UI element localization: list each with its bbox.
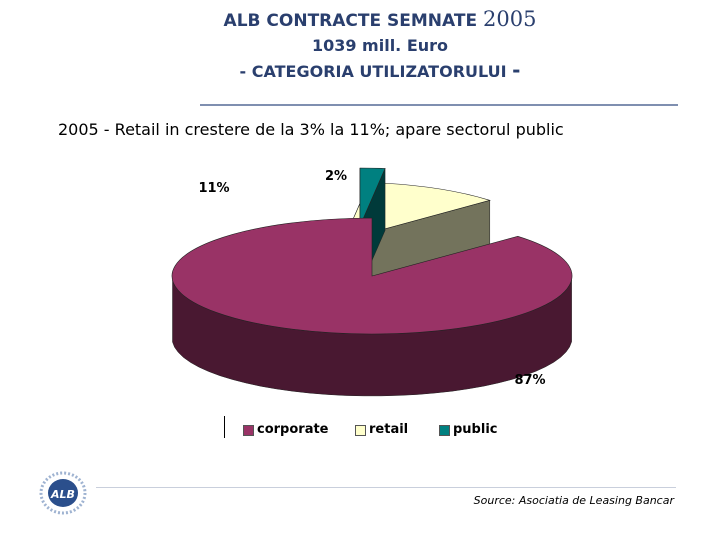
legend-swatch-corporate bbox=[243, 425, 254, 436]
legend-item-public: public bbox=[439, 422, 498, 437]
title-amount: 1039 mill. Euro bbox=[311, 36, 449, 55]
title-category-dash: - bbox=[512, 58, 521, 82]
footer-divider bbox=[96, 487, 676, 488]
title-category: - CATEGORIA UTILIZATORULUI - bbox=[0, 58, 720, 84]
legend-item-corporate: corporate bbox=[243, 422, 329, 437]
legend-swatch-retail bbox=[355, 425, 366, 436]
page-title-block: ALB CONTRACTE SEMNATE 2005 1039 mill. Eu… bbox=[0, 6, 720, 84]
data-label-corporate: 87% bbox=[514, 373, 545, 388]
title-year: 2005 bbox=[482, 7, 537, 31]
alb-logo: ALB bbox=[39, 471, 87, 515]
legend-swatch-public bbox=[439, 425, 450, 436]
page-title: ALB CONTRACTE SEMNATE 2005 bbox=[0, 6, 720, 34]
source-note: Source: Asociatia de Leasing Bancar bbox=[473, 494, 674, 507]
slice-corporate bbox=[171, 217, 573, 335]
legend-label-retail: retail bbox=[369, 422, 409, 437]
chart-subtitle: 2005 - Retail in crestere de la 3% la 11… bbox=[58, 120, 564, 139]
title-main: ALB CONTRACTE SEMNATE bbox=[223, 11, 478, 31]
legend-label-corporate: corporate bbox=[257, 422, 329, 437]
title-category-text: - CATEGORIA UTILIZATORULUI bbox=[239, 62, 507, 81]
logo-text: ALB bbox=[50, 488, 75, 501]
title-divider bbox=[200, 104, 678, 106]
data-label-retail: 11% bbox=[198, 181, 229, 196]
legend-item-retail: retail bbox=[355, 422, 409, 437]
slice-public bbox=[359, 167, 386, 227]
chart-legend: corporate retail public bbox=[224, 416, 515, 438]
data-label-public: 2% bbox=[325, 169, 347, 184]
legend-label-public: public bbox=[453, 422, 498, 437]
